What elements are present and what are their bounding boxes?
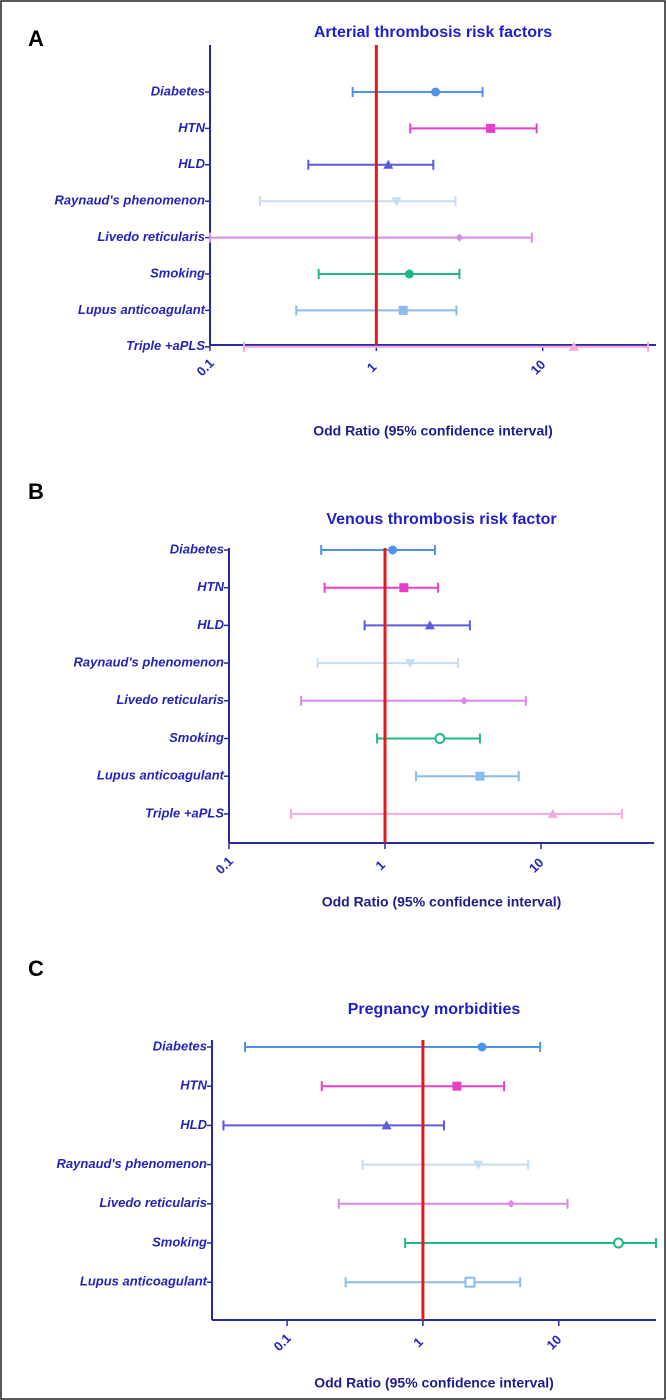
point: [507, 1199, 516, 1208]
panel-letter: B: [28, 479, 44, 504]
chart-title: Arterial thrombosis risk factors: [314, 24, 552, 41]
category-label: Lupus anticoagulant: [78, 302, 206, 317]
point: [460, 696, 469, 705]
point: [547, 808, 558, 818]
category-label: Smoking: [150, 265, 205, 280]
category-label: Smoking: [152, 1234, 207, 1249]
category-label: HLD: [180, 1117, 207, 1132]
chart-title: Venous thrombosis risk factor: [326, 511, 556, 528]
category-label: Raynaud's phenomenon: [74, 655, 224, 670]
point: [475, 771, 485, 781]
point: [452, 1081, 462, 1091]
point: [473, 1160, 484, 1170]
category-label: Diabetes: [153, 1038, 207, 1053]
x-axis-label: Odd Ratio (95% confidence interval): [322, 894, 562, 910]
x-tick-label: 1: [410, 1334, 426, 1350]
x-axis-label: Odd Ratio (95% confidence interval): [314, 1375, 554, 1391]
point: [612, 1237, 624, 1249]
point: [388, 545, 398, 555]
category-label: Raynaud's phenomenon: [57, 1156, 207, 1171]
category-label: HLD: [178, 156, 205, 171]
point: [405, 659, 416, 669]
point: [568, 341, 579, 351]
point: [431, 87, 441, 97]
category-label: Smoking: [169, 730, 224, 745]
category-label: HTN: [197, 579, 224, 594]
category-label: Livedo reticularis: [116, 692, 224, 707]
category-label: Livedo reticularis: [99, 1195, 207, 1210]
category-label: Diabetes: [170, 541, 224, 556]
category-label: Triple +aPLS: [145, 805, 224, 820]
point: [398, 305, 408, 315]
category-label: Lupus anticoagulant: [97, 768, 225, 783]
category-label: Triple +aPLS: [126, 338, 205, 353]
category-label: HLD: [197, 617, 224, 632]
x-tick-label: 1: [372, 857, 388, 873]
category-label: Raynaud's phenomenon: [55, 193, 205, 208]
point: [434, 733, 446, 744]
point: [477, 1042, 487, 1052]
x-tick-label: 1: [364, 359, 380, 375]
point: [455, 233, 464, 242]
category-label: Diabetes: [151, 83, 205, 98]
point: [486, 123, 496, 133]
category-label: HTN: [178, 120, 205, 135]
x-tick-label: 0.1: [213, 854, 236, 877]
point: [399, 583, 409, 593]
point: [424, 620, 435, 630]
category-label: Livedo reticularis: [97, 229, 205, 244]
point: [381, 1120, 392, 1130]
panel-letter: C: [28, 956, 44, 981]
x-tick-label: 10: [526, 855, 547, 876]
category-label: Lupus anticoagulant: [80, 1274, 208, 1289]
panel-letter: A: [28, 26, 44, 51]
x-tick-label: 0.1: [271, 1331, 294, 1354]
category-label: HTN: [180, 1078, 207, 1093]
x-tick-label: 0.1: [194, 356, 217, 379]
point: [404, 269, 414, 279]
point: [464, 1276, 476, 1288]
x-axis-label: Odd Ratio (95% confidence interval): [313, 423, 553, 439]
x-tick-label: 10: [528, 357, 549, 378]
chart-title: Pregnancy morbidities: [348, 1001, 521, 1018]
x-tick-label: 10: [544, 1332, 565, 1353]
point: [391, 197, 402, 207]
point: [383, 159, 394, 169]
